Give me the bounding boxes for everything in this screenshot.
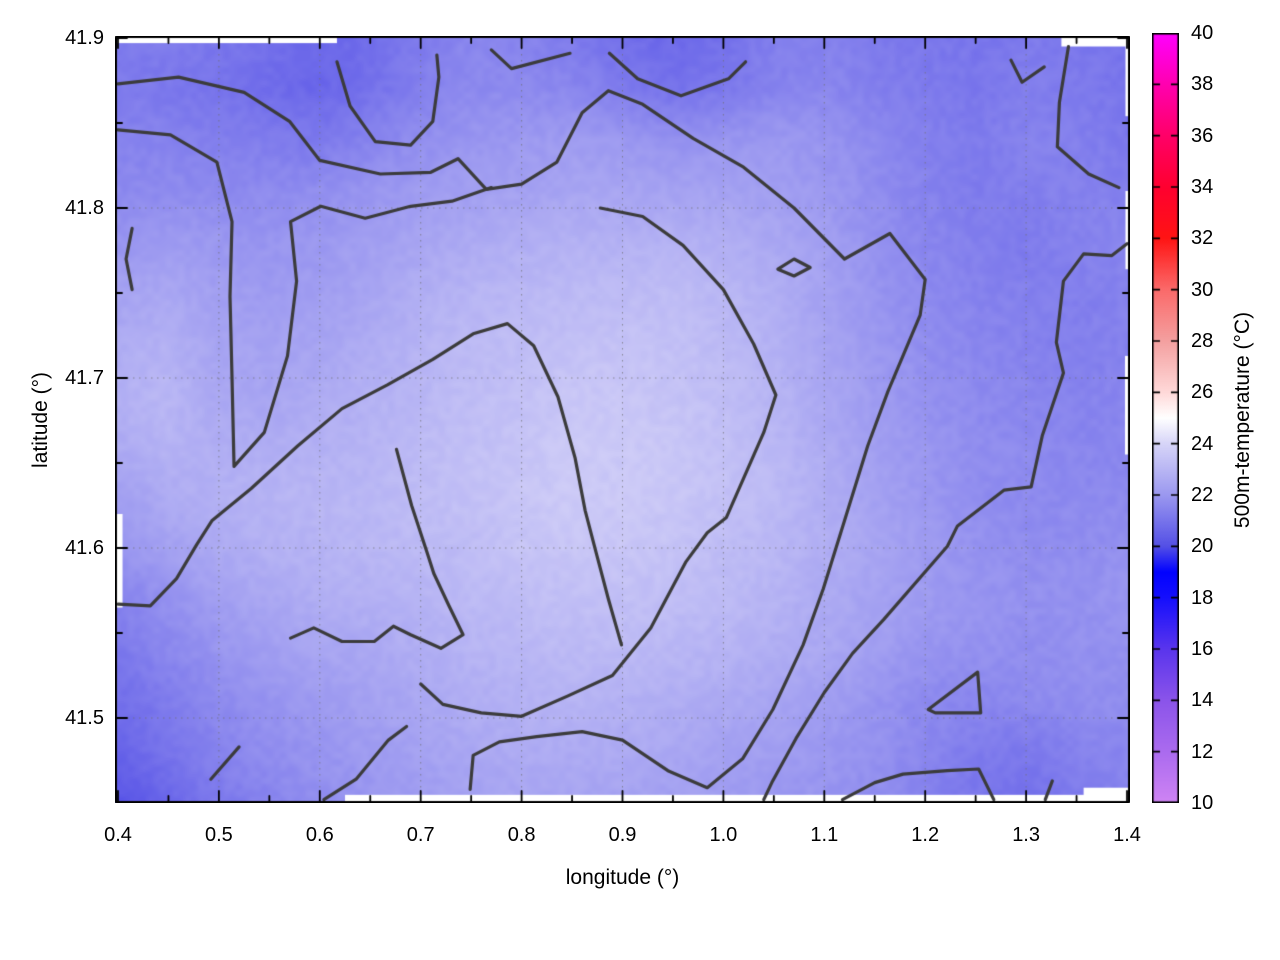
colorbar-tick-label: 34 [1191, 176, 1214, 198]
x-tick-label: 1.1 [810, 824, 839, 846]
colorbar-tick-label: 38 [1191, 73, 1214, 96]
y-tick-label: 41.6 [65, 537, 104, 559]
colorbar-tick-label: 14 [1191, 689, 1214, 712]
x-tick-label: 0.4 [104, 824, 132, 846]
x-tick-label: 0.6 [305, 824, 334, 846]
colorbar-tick-label: 10 [1191, 792, 1214, 814]
colorbar-tick-label: 16 [1191, 638, 1214, 660]
colorbar-tick-label: 32 [1191, 227, 1214, 250]
x-axis-label: longitude (°) [565, 866, 680, 889]
y-tick-label: 41.8 [65, 197, 104, 219]
colorbar-tick-label: 20 [1191, 535, 1214, 558]
colorbar-tick-label: 26 [1191, 381, 1214, 404]
x-tick-label: 1.3 [1012, 824, 1040, 846]
x-tick-label: 1.2 [911, 824, 940, 846]
colorbar-tick-label: 18 [1191, 586, 1214, 609]
y-tick-label: 41.5 [65, 707, 104, 729]
colorbar-tick-label: 24 [1191, 432, 1214, 455]
x-tick-label: 1.0 [709, 824, 738, 846]
y-tick-label: 41.7 [65, 367, 104, 389]
colorbar-tick-label: 30 [1191, 278, 1214, 301]
y-tick-label: 41.9 [65, 27, 104, 49]
x-tick-label: 0.8 [507, 824, 536, 846]
x-tick-label: 0.7 [406, 824, 435, 846]
colorbar-tick-label: 22 [1191, 484, 1214, 506]
colorbar [1152, 33, 1179, 803]
colorbar-tick-label: 12 [1191, 740, 1214, 763]
colorbar-tick-label: 28 [1191, 330, 1214, 352]
x-tick-label: 0.5 [204, 824, 233, 846]
colorbar-tick-label: 40 [1191, 22, 1214, 44]
x-tick-label: 0.9 [608, 824, 637, 846]
heatmap-canvas [115, 36, 1130, 803]
colorbar-tick-label: 36 [1191, 124, 1214, 147]
x-tick-label: 1.4 [1113, 824, 1141, 846]
colorbar-label: 500m-temperature (°C) [1231, 311, 1254, 529]
